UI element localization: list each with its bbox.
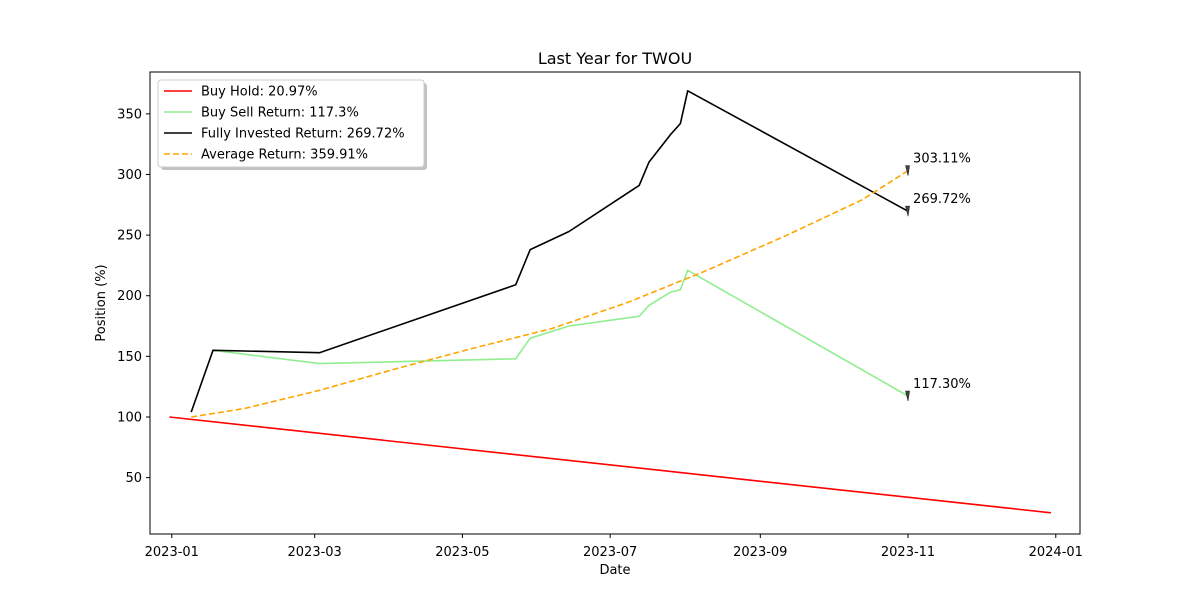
- legend-label: Fully Invested Return: 269.72%: [201, 127, 405, 142]
- annotation-arrow: [905, 165, 910, 176]
- y-tick-label: 300: [117, 168, 142, 183]
- legend-label: Buy Hold: 20.97%: [201, 85, 318, 100]
- y-tick-label: 350: [117, 107, 142, 122]
- x-tick-label: 2023-09: [733, 545, 787, 560]
- series-line-3: [191, 170, 909, 418]
- annotation-arrow: [905, 390, 910, 402]
- x-tick-label: 2023-11: [881, 545, 935, 560]
- series-line-0: [169, 416, 1051, 514]
- legend-box: [157, 79, 425, 168]
- plot-area: [169, 90, 1051, 514]
- plot-frame: [149, 71, 1081, 535]
- annotation-label: 117.30%: [913, 377, 971, 392]
- y-tick-label: 200: [117, 289, 142, 304]
- series-line-2: [190, 90, 909, 413]
- y-axis-label: Position (%): [94, 264, 109, 341]
- x-tick-label: 2024-01: [1029, 545, 1083, 560]
- annotation-arrow: [905, 205, 910, 217]
- y-tick-label: 150: [117, 350, 142, 365]
- legend-label: Average Return: 359.91%: [201, 148, 368, 163]
- x-axis: 2023-01 2023-03 2023-05 2023-07 2023-09 2023-…: [145, 534, 1083, 560]
- x-axis-label: Date: [599, 563, 630, 578]
- annotation-label: 269.72%: [913, 192, 971, 207]
- y-tick-label: 50: [125, 471, 142, 486]
- legend: Buy Hold: 20.97% Buy Sell Return: 117.3% F…: [157, 79, 427, 170]
- x-tick-label: 2023-03: [288, 545, 342, 560]
- chart-title: Last Year for TWOU: [538, 49, 692, 68]
- annotation-label: 303.11%: [913, 152, 971, 167]
- y-axis: 50 100 150 200 250 300 350: [117, 107, 150, 486]
- y-tick-label: 100: [117, 410, 142, 425]
- x-tick-label: 2023-05: [435, 545, 489, 560]
- y-tick-label: 250: [117, 229, 142, 244]
- x-tick-label: 2023-07: [583, 545, 637, 560]
- x-tick-label: 2023-01: [145, 545, 199, 560]
- series-line-1: [212, 269, 909, 397]
- annotations: 303.11% 269.72% 117.30%: [905, 152, 971, 402]
- legend-label: Buy Sell Return: 117.3%: [201, 106, 359, 121]
